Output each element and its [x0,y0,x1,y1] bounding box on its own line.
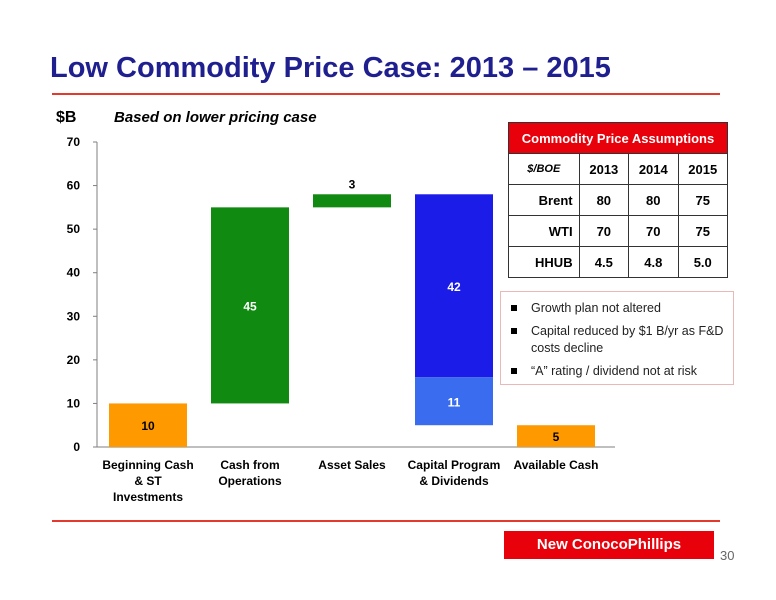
bullet-item: Growth plan not altered [501,300,733,317]
footer-divider [52,520,720,522]
slide-title: Low Commodity Price Case: 2013 – 2015 [50,52,611,84]
bar-segment [211,207,289,404]
x-category-label: Cash from [220,458,279,472]
y-tick-label: 20 [67,353,81,367]
y-tick-label: 10 [67,396,81,410]
x-category-label: Beginning Cash [102,458,193,472]
year-2015: 2015 [677,153,728,185]
y-tick-label: 0 [73,440,80,454]
x-category-label: Operations [218,474,282,488]
y-tick-label: 40 [67,266,81,280]
y-tick-label: 60 [67,179,81,193]
cell-wti-2013: 70 [578,215,630,247]
assumptions-row-hhub: HHUB 4.5 4.8 5.0 [508,246,728,278]
bar-segment [517,425,595,447]
cell-wti-2014: 70 [628,215,679,247]
cell-hhub-2013: 4.5 [578,246,630,278]
key-points-box: Growth plan not altered Capital reduced … [500,291,734,385]
assumptions-unit: $/BOE [508,153,580,185]
cell-brent-2013: 80 [578,184,630,216]
bullet-text: Capital reduced by $1 B/yr as F&D costs … [531,324,724,355]
y-tick-label: 50 [67,222,81,236]
x-category-label: Capital Program [408,458,501,472]
bar-value-label: 45 [243,299,257,313]
cell-wti-2015: 75 [677,215,728,247]
bullet-text: “A” rating / dividend not at risk [531,364,698,378]
unit-label: $B [56,109,77,126]
page-number: 30 [720,548,735,563]
x-category-label: & ST [134,474,162,488]
y-tick-label: 70 [67,135,81,149]
assumptions-row-brent: Brent 80 80 75 [508,184,728,216]
bar-value-label: 10 [141,419,155,433]
cell-brent-2015: 75 [677,184,728,216]
y-tick-label: 30 [67,309,81,323]
bar-segment [313,194,391,208]
bar-value-label: 5 [553,430,560,444]
cell-hhub-2015: 5.0 [677,246,728,278]
year-2013: 2013 [578,153,630,185]
year-2014: 2014 [628,153,679,185]
row-label-brent: Brent [508,184,580,216]
waterfall-chart: 0 10 20 30 40 50 60 70 10 45 3 42 11 5 Beginning Cash &… [67,135,615,504]
x-category-label: Available Cash [514,458,599,472]
chart-subtitle: Based on lower pricing case [114,109,317,126]
bullet-square-icon [511,328,517,334]
assumptions-header: Commodity Price Assumptions [508,122,728,154]
bullet-text: Growth plan not altered [531,301,661,315]
cell-brent-2014: 80 [628,184,679,216]
assumptions-year-row: $/BOE 2013 2014 2015 [508,153,728,185]
bar-value-label: 42 [447,280,461,294]
bullet-square-icon [511,368,517,374]
cell-hhub-2014: 4.8 [628,246,679,278]
bar-segment [415,194,493,378]
commodity-assumptions-table: Commodity Price Assumptions $/BOE 2013 2… [508,122,728,278]
bullet-square-icon [511,305,517,311]
x-category-label: & Dividends [419,474,489,488]
bullet-item: Capital reduced by $1 B/yr as F&D costs … [501,323,733,357]
row-label-hhub: HHUB [508,246,580,278]
bullet-item: “A” rating / dividend not at risk [501,363,733,380]
assumptions-row-wti: WTI 70 70 75 [508,215,728,247]
row-label-wti: WTI [508,215,580,247]
bar-value-label: 3 [349,177,356,191]
bar-segment [109,403,187,447]
title-divider [52,93,720,95]
x-category-label: Investments [113,490,183,504]
brand-label: New ConocoPhillips [504,531,714,559]
bar-segment [415,377,493,426]
x-category-label: Asset Sales [318,458,386,472]
bar-value-label: 11 [448,395,461,409]
